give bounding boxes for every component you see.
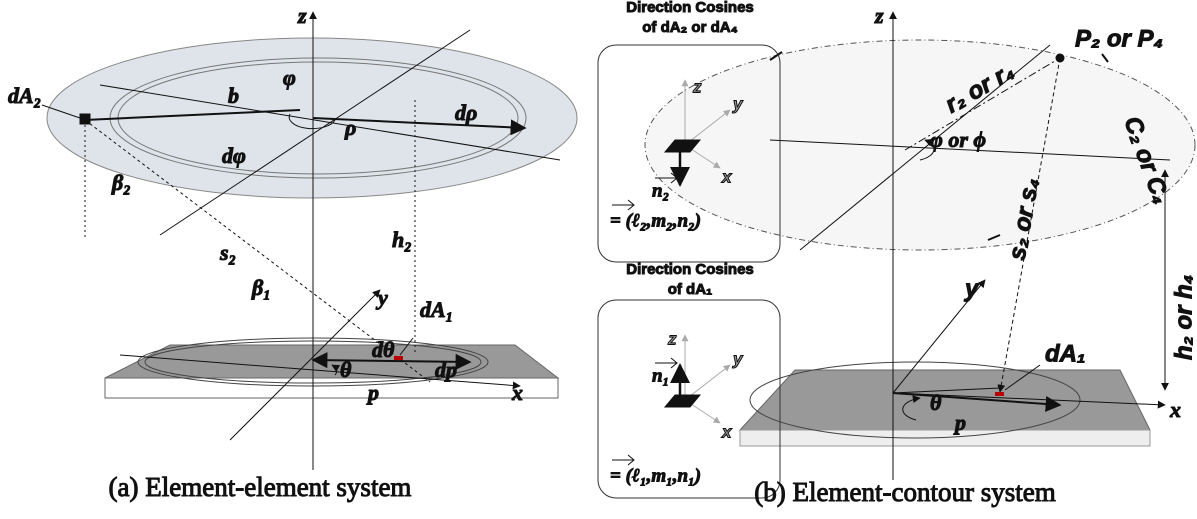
label: y [732, 94, 744, 113]
label: z [692, 77, 702, 96]
label: dA₁ [420, 297, 453, 322]
box-subtitle: of dA₂ or dA₄ [642, 19, 737, 36]
label: b [228, 83, 239, 108]
icon-plate [665, 395, 700, 407]
label: x [1169, 397, 1181, 422]
caption: (b) Element-contour system [754, 477, 1055, 507]
box-title: Direction Cosines [626, 261, 754, 278]
dA1-element [995, 392, 1004, 396]
box-title: Direction Cosines [626, 0, 754, 16]
label: z [667, 329, 677, 348]
label: y [732, 349, 744, 368]
label: y [375, 285, 388, 310]
label: z [297, 3, 307, 28]
label: x [721, 167, 733, 186]
label: n₂ [652, 180, 669, 201]
label: n₁ [652, 365, 669, 386]
formula: = (ℓ₁,m₁,n₁) [610, 465, 701, 486]
point-P [1056, 54, 1064, 62]
label: φ or ϕ [930, 127, 986, 152]
label: x [511, 380, 523, 405]
caption: (a) Element-element system [109, 472, 412, 502]
upper-disk [645, 40, 1195, 250]
label: p [953, 410, 966, 435]
panel-b: Direction Cosines of dA₂ or dA₄ z y x n₂… [598, 0, 1197, 507]
dA1-element [394, 356, 403, 360]
label: β₁ [251, 275, 271, 300]
label: x [721, 422, 733, 441]
plate-top [740, 370, 1150, 430]
label: dρ [455, 100, 477, 125]
label: θ [930, 390, 942, 415]
plate-side [740, 430, 1150, 446]
label: p [366, 380, 379, 405]
dA2-element [80, 114, 90, 124]
label: z [874, 3, 884, 28]
label: dp [435, 357, 457, 382]
plate-side [105, 378, 558, 398]
label: ρ [344, 115, 356, 140]
label: φ [283, 65, 296, 90]
label: h₂ or h₄ [1170, 275, 1197, 360]
figure: z y x dA₂ b φ dφ ρ dρ β₂ s₂ h₂ β₁ dA₁ dθ… [0, 0, 1197, 519]
label: s₂ [219, 240, 236, 265]
panel-a: z y x dA₂ b φ dφ ρ dρ β₂ s₂ h₂ β₁ dA₁ dθ… [8, 3, 577, 502]
label: dA₁ [1045, 340, 1085, 367]
label: y [964, 275, 980, 302]
formula: = (ℓ₂,m₂,n₂) [610, 210, 701, 231]
label: dφ [222, 143, 246, 168]
label: P₂ or P₄ [1075, 25, 1163, 52]
label: β₂ [111, 170, 131, 195]
box-subtitle: of dA₁ [668, 281, 713, 298]
label: θ [340, 357, 352, 382]
label: h₂ [392, 227, 412, 252]
label: dθ [372, 337, 395, 362]
label: dA₂ [8, 83, 41, 108]
